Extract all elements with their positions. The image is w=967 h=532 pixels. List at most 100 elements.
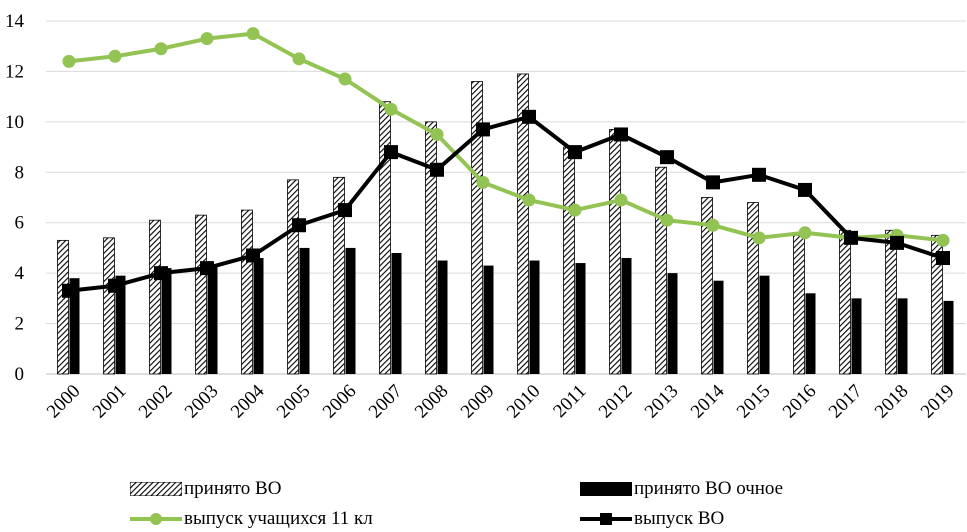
graduates-11-point	[200, 32, 214, 46]
bar-accepted-fulltime	[345, 247, 356, 374]
x-tick-label: 2015	[733, 381, 775, 423]
x-tick-label: 2003	[181, 381, 223, 423]
graduates-vo-point	[936, 251, 950, 266]
graduates-vo-point	[614, 127, 628, 142]
x-tick-label: 2009	[457, 381, 499, 423]
bar-accepted-fulltime	[759, 275, 770, 374]
graduates-11-point	[246, 27, 260, 41]
bar-accepted-fulltime	[575, 263, 586, 374]
graduates-vo-point	[430, 162, 444, 177]
bar-accepted	[241, 209, 253, 375]
graduates-vo-point	[752, 167, 766, 182]
bar-accepted-fulltime	[161, 268, 172, 374]
bar-accepted-fulltime	[483, 265, 494, 374]
bar-accepted	[793, 234, 805, 375]
x-tick-label: 2004	[227, 380, 269, 422]
graduates-vo-point	[108, 278, 122, 293]
line-series	[62, 27, 950, 298]
graduates-11-point	[154, 42, 168, 56]
bar-accepted	[701, 197, 713, 375]
graduates-11-point	[706, 218, 720, 232]
y-tick-label: 0	[15, 364, 25, 385]
graduates-vo-point	[292, 218, 306, 233]
x-tick-label: 2007	[365, 381, 407, 423]
x-tick-label: 2016	[779, 381, 821, 423]
graduates-11-point	[62, 54, 76, 68]
x-tick-label: 2012	[595, 381, 637, 423]
x-tick-label: 2017	[825, 381, 867, 423]
x-tick-label: 2010	[503, 381, 545, 423]
graduates-11-point	[660, 213, 674, 227]
gridlines	[46, 20, 966, 375]
bars	[57, 73, 954, 375]
y-tick-label: 10	[5, 112, 24, 133]
bar-accepted-fulltime	[943, 300, 954, 374]
bar-accepted-fulltime	[437, 260, 448, 374]
bar-accepted	[517, 73, 529, 375]
x-tick-label: 2001	[89, 381, 131, 423]
y-tick-label: 4	[15, 263, 25, 284]
graduates-11-point	[568, 203, 582, 217]
bar-accepted	[747, 202, 759, 375]
bar-accepted-fulltime	[207, 265, 218, 374]
bar-accepted	[609, 129, 621, 375]
graduates-11-point	[476, 175, 490, 189]
graduates-vo-point	[568, 145, 582, 160]
y-tick-label: 14	[5, 11, 25, 32]
x-tick-label: 2005	[273, 381, 315, 423]
x-tick-label: 2002	[135, 381, 177, 423]
graduates-11-point	[522, 193, 536, 207]
graduates-vo-point	[384, 145, 398, 160]
bar-accepted-fulltime	[897, 298, 908, 374]
x-axis: 2000 2001 2002 2003 2004 2005 2006 2007 2008 2009…	[43, 380, 959, 422]
bar-accepted	[471, 81, 483, 375]
x-tick-label: 2008	[411, 381, 453, 423]
bar-accepted	[425, 121, 437, 375]
bar-accepted	[839, 229, 851, 375]
bar-accepted	[103, 237, 115, 375]
bar-accepted	[885, 229, 897, 375]
graduates-vo-line	[68, 114, 944, 293]
bar-accepted-fulltime	[529, 260, 540, 374]
bar-accepted-fulltime	[851, 298, 862, 374]
bar-accepted	[931, 234, 943, 375]
graduates-vo-point	[706, 175, 720, 190]
graduates-11-point	[752, 231, 766, 245]
graduates-vo-point	[476, 122, 490, 137]
y-tick-label: 6	[15, 213, 25, 234]
graduates-vo-point	[200, 261, 214, 276]
graduates-vo-point	[660, 150, 674, 165]
bar-accepted	[287, 179, 299, 375]
y-tick-label: 2	[15, 314, 25, 335]
bar-accepted	[149, 219, 161, 375]
bar-accepted-fulltime	[299, 247, 310, 374]
bar-accepted	[655, 166, 667, 375]
bar-accepted	[379, 101, 391, 375]
x-tick-label: 2019	[917, 381, 959, 423]
graduates-11-point	[614, 193, 628, 207]
graduates-11-point	[936, 233, 950, 247]
x-tick-label: 2014	[687, 380, 729, 422]
graduates-vo-point	[338, 203, 352, 218]
bar-accepted-fulltime	[115, 275, 126, 374]
graduates-vo-point	[798, 182, 812, 197]
x-tick-label: 2000	[43, 381, 85, 423]
bar-accepted-fulltime	[713, 280, 724, 374]
bar-accepted-fulltime	[253, 258, 264, 374]
bar-accepted-fulltime	[621, 258, 632, 374]
graduates-11-line	[68, 31, 944, 243]
bar-accepted	[195, 214, 207, 375]
bar-accepted	[563, 146, 575, 375]
graduates-11-point	[384, 102, 398, 116]
graduates-vo-point	[844, 230, 858, 245]
graduates-vo-point	[890, 235, 904, 250]
bar-accepted	[57, 239, 69, 375]
x-tick-label: 2011	[549, 381, 590, 422]
bar-accepted-fulltime	[805, 293, 816, 374]
y-tick-label: 8	[15, 162, 25, 183]
y-tick-label: 12	[5, 61, 24, 82]
graduates-11-point	[292, 52, 306, 66]
x-tick-label: 2006	[319, 381, 361, 423]
bar-accepted-fulltime	[69, 278, 80, 374]
